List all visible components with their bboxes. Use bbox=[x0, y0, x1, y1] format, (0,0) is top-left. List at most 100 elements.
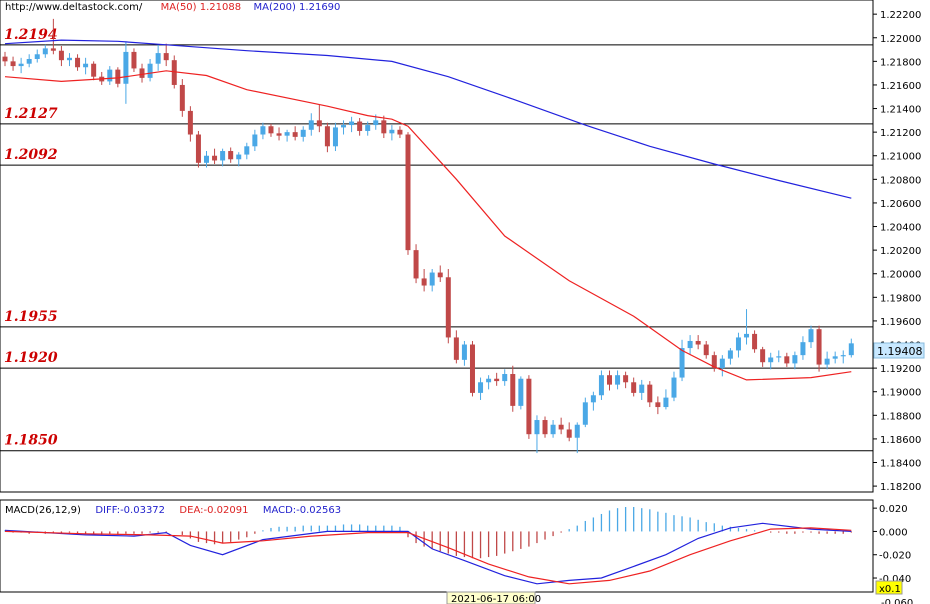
candle-body bbox=[695, 340, 701, 345]
candle-body bbox=[18, 63, 24, 67]
ma200-line bbox=[4, 39, 852, 199]
candle-body bbox=[703, 344, 709, 356]
level-label: 1.1920 bbox=[4, 350, 58, 366]
macd-tick-label: 0.000 bbox=[879, 527, 908, 538]
candle-body bbox=[526, 378, 532, 435]
support-resistance-levels: 1.2194 1.2127 1.2092 1.1955 1.1920 1.1850 bbox=[0, 27, 873, 452]
candle-body bbox=[204, 155, 209, 163]
candle-body bbox=[300, 129, 306, 137]
main-plot-area[interactable] bbox=[0, 0, 874, 493]
level-label: 1.1955 bbox=[4, 309, 58, 325]
candle-body bbox=[83, 63, 89, 68]
candle-body bbox=[228, 151, 234, 160]
diff-line bbox=[4, 522, 852, 585]
ma200-label: MA(200) bbox=[253, 2, 296, 13]
site-url[interactable]: http://www.deltastock.com/ bbox=[5, 2, 143, 13]
candle-body bbox=[671, 377, 677, 398]
candle-body bbox=[139, 68, 145, 78]
y-tick-label: 1.21600 bbox=[880, 81, 921, 92]
current-price-box bbox=[873, 342, 925, 359]
candle-body bbox=[212, 155, 218, 161]
ma200-value: 1.21690 bbox=[299, 2, 341, 13]
price-axis: 1.22200 1.22000 1.21800 1.21600 1.21400 1.212… bbox=[873, 10, 921, 493]
candle-body bbox=[727, 350, 733, 359]
candle-body bbox=[26, 58, 32, 64]
candle-body bbox=[195, 134, 201, 163]
current-price: 1.19408 bbox=[877, 345, 923, 358]
candle-body bbox=[179, 84, 185, 111]
candle-body bbox=[687, 340, 693, 349]
y-tick-label: 1.21800 bbox=[880, 57, 921, 68]
level-label: 1.2127 bbox=[4, 106, 58, 122]
candle-body bbox=[792, 355, 798, 364]
candle-body bbox=[332, 127, 338, 147]
candle-body bbox=[421, 278, 427, 286]
candle-body bbox=[784, 356, 790, 364]
macd-diff: DIFF:-0.03372 bbox=[95, 505, 166, 516]
candle-body bbox=[316, 120, 322, 127]
y-tick-label: 1.18200 bbox=[880, 482, 921, 493]
y-tick-label: 1.19800 bbox=[880, 293, 921, 304]
candle-body bbox=[324, 126, 330, 147]
candle-body bbox=[776, 356, 782, 358]
candle-body bbox=[808, 329, 814, 343]
candle-body bbox=[752, 333, 758, 350]
candle-body bbox=[848, 343, 854, 356]
dea-line bbox=[4, 527, 852, 585]
candle-body bbox=[800, 342, 806, 356]
candle-body bbox=[244, 146, 250, 155]
candle-body bbox=[647, 384, 653, 403]
candle-body bbox=[518, 378, 524, 406]
candle-body bbox=[598, 375, 604, 396]
candle-body bbox=[744, 333, 750, 338]
candle-body bbox=[469, 344, 475, 393]
candle-body bbox=[824, 358, 830, 365]
candle-body bbox=[663, 397, 669, 408]
candle-body bbox=[453, 337, 459, 360]
y-tick-label: 1.22200 bbox=[880, 10, 921, 21]
candle-body bbox=[365, 125, 371, 131]
candle-body bbox=[147, 63, 153, 78]
candle-body bbox=[768, 357, 774, 363]
candle-body bbox=[268, 126, 274, 134]
macd-value: MACD:-0.02563 bbox=[262, 505, 342, 516]
candle-body bbox=[236, 154, 242, 160]
candle-body bbox=[631, 382, 637, 393]
candle-body bbox=[607, 375, 612, 385]
candle-body bbox=[735, 337, 741, 351]
candle-body bbox=[550, 424, 556, 435]
candle-body bbox=[566, 429, 572, 438]
candle-body bbox=[615, 375, 621, 385]
candle-body bbox=[760, 349, 766, 363]
candle-body bbox=[711, 355, 717, 369]
zoom-control[interactable]: x0.1 bbox=[875, 580, 903, 595]
candle-body bbox=[2, 56, 8, 62]
candle-body bbox=[534, 420, 540, 435]
candle-body bbox=[389, 129, 395, 134]
macd-axis: 0.020 0.000 -0.020 -0.040 -0.060 bbox=[873, 504, 913, 604]
candle-body bbox=[357, 121, 363, 131]
y-tick-label: 1.19000 bbox=[880, 388, 921, 399]
candle-body bbox=[115, 69, 121, 84]
y-tick-label: 1.20600 bbox=[880, 199, 921, 210]
macd-tick-label: -0.060 bbox=[881, 598, 913, 604]
candle-body bbox=[639, 384, 645, 393]
candle-body bbox=[155, 53, 161, 64]
y-tick-label: 1.20800 bbox=[880, 175, 921, 186]
candle-body bbox=[816, 329, 822, 365]
moving-averages bbox=[4, 39, 852, 381]
candle-body bbox=[107, 69, 113, 82]
macd-tick-label: -0.040 bbox=[879, 574, 911, 585]
macd-plot-area[interactable] bbox=[0, 499, 874, 593]
candle-body bbox=[252, 134, 258, 147]
candle-body bbox=[373, 120, 379, 126]
candle-body bbox=[91, 63, 97, 77]
candle-body bbox=[276, 133, 282, 136]
candle-body bbox=[308, 120, 314, 130]
chart-header: http://www.deltastock.com/ MA(50) 1.2108… bbox=[5, 2, 340, 13]
candle-body bbox=[187, 110, 193, 135]
zoom-box bbox=[875, 580, 903, 595]
candle-body bbox=[341, 125, 347, 128]
macd-tick-label: 0.020 bbox=[879, 504, 908, 515]
